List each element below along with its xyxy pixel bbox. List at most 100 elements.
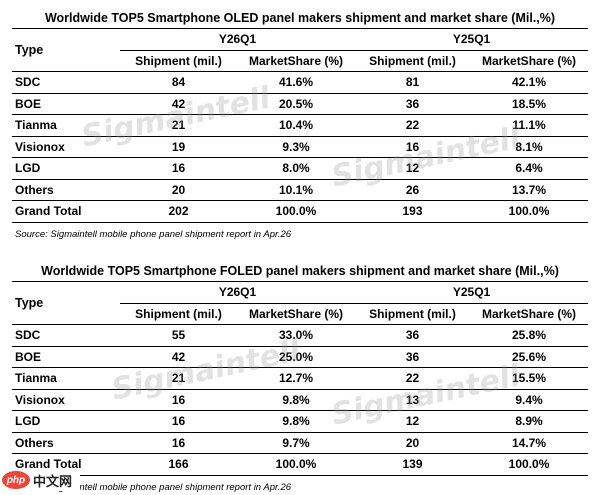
share-value: 9.7% (237, 432, 356, 454)
shipment-value: 16 (355, 136, 471, 158)
total-row: Grand Total 202 100.0% 193 100.0% (12, 200, 589, 223)
shipment-value: 26 (355, 179, 471, 201)
share-value: 41.6% (237, 71, 356, 94)
share-value: 6.4% (470, 157, 589, 180)
php-logo-icon: php (2, 471, 30, 489)
period-header: Y25Q1 (355, 28, 589, 51)
share-value: 12.7% (237, 367, 356, 390)
share-value: 9.4% (470, 389, 589, 411)
share-value: 8.1% (470, 136, 589, 158)
share-value: 25.0% (237, 346, 356, 368)
maker-name: Others (12, 432, 120, 454)
share-header: MarketShare (%) (470, 50, 589, 72)
period-header: Y26Q1 (120, 28, 356, 51)
table-row: LGD 16 8.0% 12 6.4% (12, 157, 589, 180)
table-row: Tianma 21 10.4% 22 11.1% (12, 114, 589, 137)
shipment-header: Shipment (mil.) (355, 50, 471, 72)
site-badge: php 中文网 (0, 469, 80, 491)
table-title: Worldwide TOP5 Smartphone OLED panel mak… (44, 11, 556, 25)
share-value: 8.0% (237, 157, 356, 180)
table-row: SDC 55 33.0% 36 25.8% (12, 324, 589, 347)
maker-name: LGD (12, 157, 120, 180)
shipment-value: 13 (355, 389, 471, 411)
shipment-value: 202 (120, 200, 237, 223)
shipment-value: 16 (120, 410, 237, 433)
shipment-value: 166 (120, 453, 237, 476)
share-value: 9.3% (237, 136, 356, 158)
shipment-value: 16 (120, 432, 237, 454)
maker-name: BOE (12, 346, 120, 368)
data-table: Type Y26Q1 Y25Q1 Shipment (mil.) MarketS… (12, 281, 589, 476)
share-value: 15.5% (470, 367, 589, 390)
shipment-header: Shipment (mil.) (120, 50, 237, 72)
maker-name: SDC (12, 71, 120, 94)
table-row: Others 16 9.7% 20 14.7% (12, 432, 589, 454)
shipment-value: 42 (120, 93, 237, 115)
share-value: 9.8% (237, 410, 356, 433)
type-header: Type (12, 28, 120, 72)
share-value: 9.8% (237, 389, 356, 411)
table-title: Worldwide TOP5 Smartphone FOLED panel ma… (41, 264, 559, 278)
shipment-value: 42 (120, 346, 237, 368)
share-value: 20.5% (237, 93, 356, 115)
table-row: Tianma 21 12.7% 22 15.5% (12, 367, 589, 390)
shipment-value: 81 (355, 71, 471, 94)
share-value: 25.6% (470, 346, 589, 368)
site-badge-text: 中文网 (33, 473, 73, 489)
shipment-value: 193 (355, 200, 471, 223)
shipment-value: 21 (120, 367, 237, 390)
share-value: 100.0% (470, 453, 589, 476)
maker-name: Others (12, 179, 120, 201)
table-row: Visionox 16 9.8% 13 9.4% (12, 389, 589, 411)
type-header: Type (12, 281, 120, 325)
shipment-value: 20 (355, 432, 471, 454)
share-header: MarketShare (%) (237, 303, 356, 325)
share-value: 100.0% (237, 453, 356, 476)
maker-name: LGD (12, 410, 120, 433)
shipment-value: 16 (120, 389, 237, 411)
maker-name: Tianma (12, 367, 120, 390)
table-row: LGD 16 9.8% 12 8.9% (12, 410, 589, 433)
table-row: Visionox 19 9.3% 16 8.1% (12, 136, 589, 158)
source-note: Source: Sigmaintell mobile phone panel s… (15, 228, 292, 240)
share-value: 14.7% (470, 432, 589, 454)
share-value: 100.0% (237, 200, 356, 223)
shipment-value: 55 (120, 324, 237, 347)
share-value: 18.5% (470, 93, 589, 115)
table-row: BOE 42 25.0% 36 25.6% (12, 346, 589, 368)
oled-table-section: Worldwide TOP5 Smartphone OLED panel mak… (12, 8, 589, 242)
source-note: Source: Sigmaintell mobile phone panel s… (15, 481, 292, 493)
share-value: 33.0% (237, 324, 356, 347)
maker-name: BOE (12, 93, 120, 115)
share-value: 25.8% (470, 324, 589, 347)
total-row: Grand Total 166 100.0% 139 100.0% (12, 453, 589, 476)
period-header: Y26Q1 (120, 281, 356, 304)
maker-name: Visionox (12, 389, 120, 411)
share-value: 13.7% (470, 179, 589, 201)
share-value: 10.1% (237, 179, 356, 201)
table-row: BOE 42 20.5% 36 18.5% (12, 93, 589, 115)
share-value: 10.4% (237, 114, 356, 137)
maker-name: SDC (12, 324, 120, 347)
foled-table-section: Worldwide TOP5 Smartphone FOLED panel ma… (12, 261, 589, 495)
maker-name: Grand Total (12, 200, 120, 223)
share-value: 8.9% (470, 410, 589, 433)
share-value: 11.1% (470, 114, 589, 137)
share-value: 42.1% (470, 71, 589, 94)
maker-name: Tianma (12, 114, 120, 137)
shipment-value: 84 (120, 71, 237, 94)
shipment-value: 22 (355, 367, 471, 390)
shipment-value: 36 (355, 346, 471, 368)
shipment-value: 36 (355, 93, 471, 115)
shipment-value: 36 (355, 324, 471, 347)
table-row: Others 20 10.1% 26 13.7% (12, 179, 589, 201)
maker-name: Visionox (12, 136, 120, 158)
share-header: MarketShare (%) (237, 50, 356, 72)
shipment-value: 139 (355, 453, 471, 476)
shipment-value: 21 (120, 114, 237, 137)
shipment-value: 16 (120, 157, 237, 180)
shipment-value: 22 (355, 114, 471, 137)
shipment-value: 12 (355, 157, 471, 180)
shipment-header: Shipment (mil.) (120, 303, 237, 325)
shipment-value: 20 (120, 179, 237, 201)
